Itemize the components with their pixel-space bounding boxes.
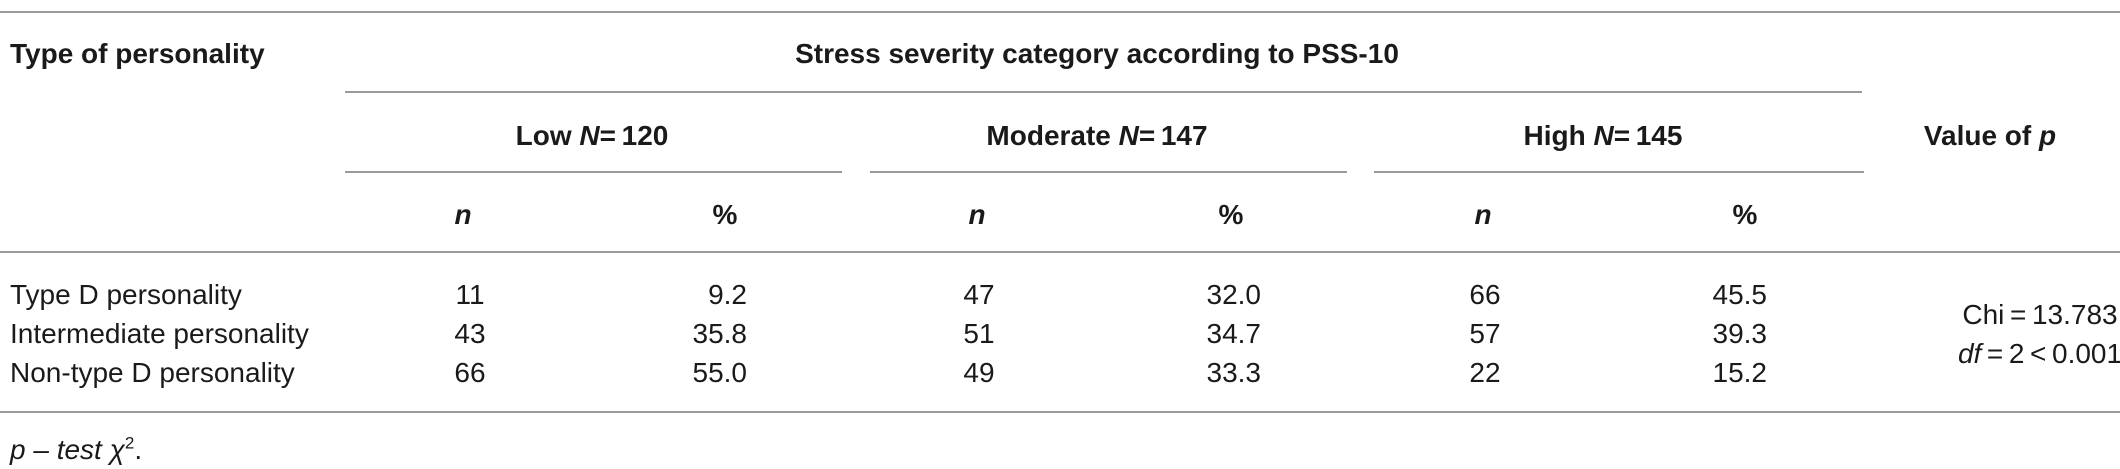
top-rule xyxy=(0,11,2120,13)
row-label: Intermediate personality xyxy=(10,318,309,349)
sub-header-high-n: n xyxy=(1474,199,1492,230)
col-header-moderate: Moderate N= 147 xyxy=(986,120,1208,151)
row-label: Type D personality xyxy=(10,279,242,310)
col-header-low: Low N= 120 xyxy=(515,120,669,151)
cell-high-n: 57 xyxy=(1469,318,1501,349)
cell-low-pct: 35.8 xyxy=(692,318,748,349)
sub-header-high-pct: % xyxy=(1732,199,1758,230)
col-header-high: High N= 145 xyxy=(1523,120,1683,151)
header-rule xyxy=(0,251,2120,253)
cell-moderate-n: 47 xyxy=(963,279,995,310)
low-rule xyxy=(345,171,842,173)
row-label: Non-type D personality xyxy=(10,357,295,388)
group-rule xyxy=(345,91,1862,93)
high-rule xyxy=(1374,171,1864,173)
col-header-type: Type of personality xyxy=(10,38,265,69)
sub-header-low-pct: % xyxy=(712,199,738,230)
sub-header-low-n: n xyxy=(454,199,472,230)
col-header-group: Stress severity category according to PS… xyxy=(795,38,1399,69)
cell-moderate-pct: 33.3 xyxy=(1206,357,1262,388)
cell-low-n: 11 xyxy=(455,279,485,310)
cell-high-n: 66 xyxy=(1469,279,1501,310)
cell-high-pct: 15.2 xyxy=(1712,357,1768,388)
cell-high-pct: 45.5 xyxy=(1712,279,1768,310)
cell-moderate-n: 49 xyxy=(963,357,995,388)
cell-moderate-n: 51 xyxy=(963,318,995,349)
cell-high-n: 22 xyxy=(1469,357,1501,388)
chi-square-value: Chi = 13.783 xyxy=(1962,299,2118,330)
cell-low-n: 43 xyxy=(454,318,486,349)
df-p-value: df = 2 < 0.001 xyxy=(1957,338,2120,369)
moderate-rule xyxy=(870,171,1347,173)
sub-header-moderate-pct: % xyxy=(1218,199,1244,230)
bottom-rule xyxy=(0,411,2120,413)
cell-low-n: 66 xyxy=(454,357,486,388)
cell-moderate-pct: 34.7 xyxy=(1206,318,1262,349)
cell-low-pct: 55.0 xyxy=(692,357,748,388)
cell-moderate-pct: 32.0 xyxy=(1206,279,1262,310)
cell-high-pct: 39.3 xyxy=(1712,318,1768,349)
cell-low-pct: 9.2 xyxy=(708,279,747,310)
table-footnote: p – test χ2. xyxy=(10,433,143,465)
col-header-p-value: Value of p xyxy=(1923,120,2057,151)
sub-header-moderate-n: n xyxy=(968,199,986,230)
